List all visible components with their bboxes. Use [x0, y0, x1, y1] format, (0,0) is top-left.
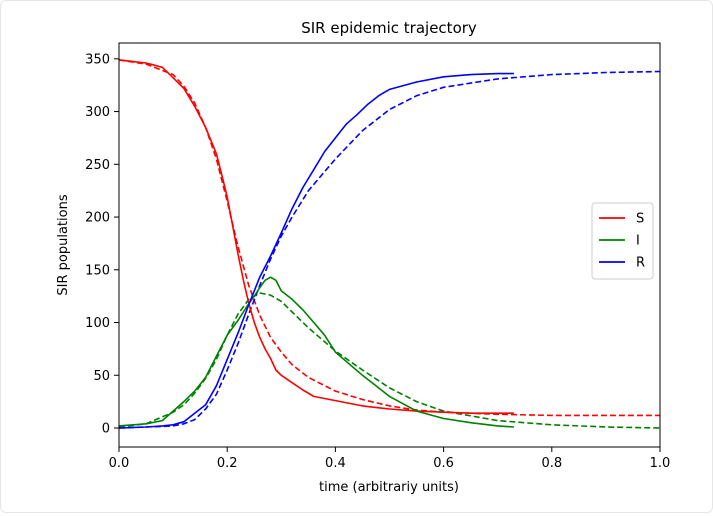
series-line-r: [118, 72, 514, 429]
y-tick-label: 150: [85, 263, 110, 278]
y-tick-label: 250: [85, 158, 110, 173]
legend-label-i: I: [636, 234, 640, 249]
x-tick-label: 0.6: [433, 456, 454, 471]
series-line-s: [118, 59, 514, 415]
x-tick-label: 0.0: [109, 456, 130, 471]
x-tick-label: 0.4: [325, 456, 346, 471]
y-tick-label: 300: [85, 105, 110, 120]
fitted-line-i: [118, 292, 661, 429]
legend-box: [591, 202, 654, 280]
fitted-line-s: [118, 59, 660, 417]
y-tick-label: 100: [85, 316, 110, 331]
legend: SIR: [591, 202, 654, 280]
x-tick-label: 1.0: [650, 456, 671, 471]
x-axis-label: time (arbitrariy units): [319, 480, 459, 495]
y-axis-ticks: 0 50 100 150 200 250 300 350: [85, 52, 119, 437]
y-tick-label: 200: [85, 211, 110, 226]
y-tick-label: 0: [102, 422, 110, 437]
y-tick-label: 350: [85, 52, 110, 67]
axes-frame: [118, 42, 661, 448]
legend-label-s: S: [636, 212, 644, 227]
series-line-i: [118, 276, 514, 428]
x-axis-ticks: 0.0 0.2 0.4 0.6 0.8 1.0: [109, 447, 671, 471]
plot-lines: [118, 59, 661, 429]
legend-label-r: R: [636, 256, 645, 271]
y-axis-label: SIR populations: [56, 194, 71, 295]
chart-title: SIR epidemic trajectory: [301, 19, 477, 37]
y-tick-label: 50: [93, 369, 110, 384]
fitted-line-r: [118, 70, 661, 429]
x-tick-label: 0.2: [217, 456, 238, 471]
x-tick-label: 0.8: [541, 456, 562, 471]
